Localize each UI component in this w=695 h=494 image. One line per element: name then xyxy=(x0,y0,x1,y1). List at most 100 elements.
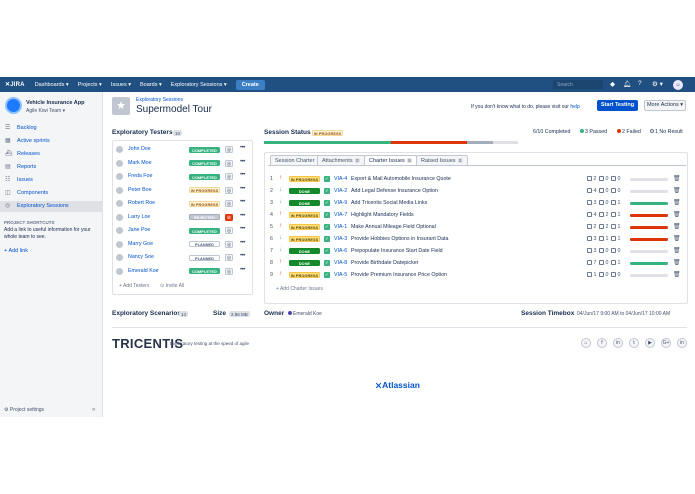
gear-icon[interactable]: ⚙ ▾ xyxy=(652,81,663,88)
view-icon[interactable]: ◎ xyxy=(225,159,233,167)
issue-key-link[interactable]: VIA-7 xyxy=(334,212,348,218)
view-icon[interactable]: ◎ xyxy=(225,173,233,180)
tab-raised-issues[interactable]: Raised Issues 0 xyxy=(416,155,468,165)
view-icon[interactable]: ◎ xyxy=(225,200,233,207)
issue-key-link[interactable]: VIA-9 xyxy=(334,200,348,206)
jira-logo[interactable]: ✕JIRA xyxy=(5,82,25,88)
more-options-icon[interactable]: ••• xyxy=(240,158,245,165)
more-options-icon[interactable]: ••• xyxy=(240,266,245,273)
issue-key-link[interactable]: VIA-6 xyxy=(334,248,348,254)
sidebar-item-issues[interactable]: ☷ Issues xyxy=(0,175,103,186)
project-settings-link[interactable]: ⚙ Project settings xyxy=(4,407,44,413)
more-options-icon[interactable]: ••• xyxy=(240,226,245,232)
tester-name[interactable]: Mark Moe xyxy=(128,159,152,166)
tester-name[interactable]: Robert Roe xyxy=(128,200,156,206)
trash-icon[interactable]: 🗑︎ xyxy=(673,212,681,218)
more-options-icon[interactable]: ••• xyxy=(240,199,245,205)
issue-key-link[interactable]: VIA-4 xyxy=(334,176,348,182)
more-options-icon[interactable]: ••• xyxy=(240,172,245,178)
user-avatar[interactable]: ☺ xyxy=(673,79,683,90)
issue-key-link[interactable]: VIA-3 xyxy=(334,236,348,242)
tester-name[interactable]: Nancy Soe xyxy=(128,254,154,260)
facebook-icon[interactable]: f xyxy=(597,338,607,348)
linkedin-icon[interactable]: in xyxy=(613,338,623,348)
sidebar-item-components[interactable]: ◫ Components xyxy=(0,188,103,199)
breadcrumb[interactable]: Exploratory Sessions xyxy=(136,97,183,103)
tester-status-lozenge: IN PROGRESS xyxy=(189,200,220,207)
trash-icon[interactable]: 🗑︎ xyxy=(673,248,681,254)
googleplus-icon[interactable]: G+ xyxy=(661,338,671,348)
create-button[interactable]: Create xyxy=(235,79,265,90)
tester-name[interactable]: Peter Boe xyxy=(128,186,152,193)
view-icon[interactable]: ◎ xyxy=(225,254,233,261)
reject-icon[interactable]: ⊘ xyxy=(225,213,233,221)
trash-icon[interactable]: 🗑︎ xyxy=(673,260,681,266)
twitter-icon[interactable]: t xyxy=(629,338,639,348)
view-icon[interactable]: ◎ xyxy=(225,227,233,234)
issue-key-link[interactable]: VIA-5 xyxy=(334,272,348,278)
notifications-icon[interactable]: 🔔︎ xyxy=(623,81,632,88)
result-count-a: 4 xyxy=(587,212,596,218)
issue-key-link[interactable]: VIA-2 xyxy=(334,188,348,194)
sidebar-item-backlog[interactable]: ☰ Backlog xyxy=(0,123,103,134)
tester-name[interactable]: Marry Goe xyxy=(128,240,154,247)
tester-name[interactable]: Jane Poe xyxy=(128,227,151,233)
tab-charter-issues[interactable]: Charter Issues 9 xyxy=(364,155,418,165)
add-link-button[interactable]: + Add link xyxy=(4,248,28,254)
sidebar-item-active-sprints[interactable]: ▦ Active sprints xyxy=(0,136,103,147)
invite-all-button[interactable]: ⊙ Invite All xyxy=(160,283,185,289)
search-input[interactable]: Search xyxy=(553,80,603,89)
add-charter-issues-button[interactable]: + Add Charter Issues xyxy=(276,286,323,292)
view-icon[interactable]: ◎ xyxy=(225,267,233,275)
trash-icon[interactable]: 🗑︎ xyxy=(673,176,681,182)
nav-boards[interactable]: Boards ▾ xyxy=(140,81,162,88)
tester-status-lozenge: COMPLETED xyxy=(189,227,220,234)
view-icon[interactable]: ◎ xyxy=(225,186,233,194)
tester-name[interactable]: Freda Foe xyxy=(128,173,153,179)
tab-session-charter[interactable]: Session Charter xyxy=(270,155,320,165)
project-name[interactable]: Vehicle Insurance App xyxy=(26,100,85,106)
feedback-icon[interactable]: ◆ xyxy=(610,81,615,88)
trash-icon[interactable]: 🗑︎ xyxy=(673,200,681,206)
youtube-icon[interactable]: ▶ xyxy=(645,338,655,348)
nav-dashboards[interactable]: Dashboards ▾ xyxy=(34,81,69,88)
nav-issues[interactable]: Issues ▾ xyxy=(110,81,132,88)
issue-key-link[interactable]: VIA-8 xyxy=(334,260,348,266)
linkedin-icon[interactable]: in xyxy=(677,338,687,348)
nav-exploratory-sessions[interactable]: Exploratory Sessions ▾ xyxy=(170,81,227,88)
owner-value[interactable]: Emerald Koe xyxy=(288,311,322,317)
tester-name[interactable]: Larry Loe xyxy=(128,213,151,220)
nav-projects[interactable]: Projects ▾ xyxy=(77,81,102,88)
more-options-icon[interactable]: ••• xyxy=(240,239,245,246)
tester-name[interactable]: John Doe xyxy=(128,146,151,152)
view-icon[interactable]: ◎ xyxy=(225,146,233,153)
trash-icon[interactable]: 🗑︎ xyxy=(673,272,681,278)
more-options-icon[interactable]: ••• xyxy=(240,145,245,151)
trash-icon[interactable]: 🗑︎ xyxy=(673,188,681,194)
result-count-a: 3 xyxy=(587,200,596,206)
sidebar-item-reports[interactable]: ▤ Reports xyxy=(0,162,103,173)
home-icon[interactable]: ⌂ xyxy=(581,338,591,348)
tester-name[interactable]: Emerald Koe xyxy=(128,267,159,274)
gear-icon: ⚙ xyxy=(4,407,10,413)
more-options-icon[interactable]: ••• xyxy=(240,253,245,259)
sidebar-item-releases[interactable]: ⛴ Releases xyxy=(0,149,103,160)
start-testing-button[interactable]: Start Testing xyxy=(597,100,638,111)
project-avatar[interactable] xyxy=(5,97,22,114)
add-testers-button[interactable]: + Add Testers xyxy=(119,283,150,289)
top-navigation: ✕JIRA Dashboards ▾ Projects ▾ Issues ▾ B… xyxy=(0,77,695,92)
help-link[interactable]: help xyxy=(570,104,580,110)
more-actions-button[interactable]: More Actions ▾ xyxy=(644,100,686,111)
result-count-c: 1 xyxy=(611,212,620,218)
tab-attachments[interactable]: Attachments 0 xyxy=(317,155,365,165)
issue-key-link[interactable]: VIA-1 xyxy=(334,224,348,230)
view-icon[interactable]: ◎ xyxy=(225,240,233,248)
team-selector[interactable]: Agile Kiwi Team ▾ xyxy=(26,108,66,114)
help-icon[interactable]: ? xyxy=(638,80,642,87)
more-options-icon[interactable]: ••• xyxy=(240,212,245,219)
collapse-sidebar-icon[interactable]: « xyxy=(92,407,96,413)
trash-icon[interactable]: 🗑︎ xyxy=(673,236,681,242)
more-options-icon[interactable]: ••• xyxy=(240,185,245,192)
sidebar-item-exploratory-sessions[interactable]: ◎ Exploratory Sessions xyxy=(0,201,103,212)
trash-icon[interactable]: 🗑︎ xyxy=(673,224,681,230)
